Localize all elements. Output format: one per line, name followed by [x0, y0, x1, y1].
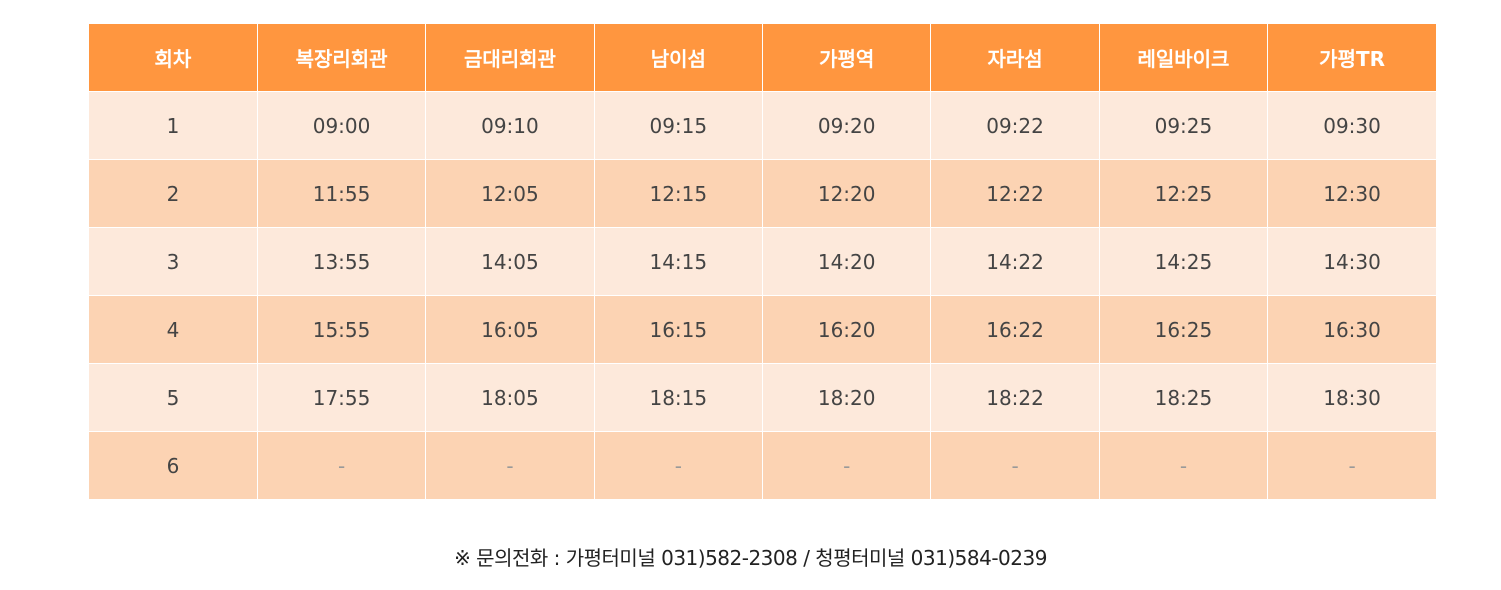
table-row: 6 - - - - - - - [89, 431, 1436, 499]
table-cell: 16:15 [594, 295, 764, 364]
header-stop-geumdaeri: 금대리회관 [425, 24, 595, 92]
table-cell: 17:55 [257, 363, 427, 432]
table-cell: 14:30 [1267, 227, 1436, 296]
table-cell: 12:22 [930, 159, 1100, 228]
table-cell: 09:30 [1267, 91, 1436, 160]
table-cell: 3 [89, 227, 258, 296]
table-cell: 12:30 [1267, 159, 1436, 228]
table-cell: 13:55 [257, 227, 427, 296]
bus-schedule-table: 회차 복장리회관 금대리회관 남이섬 가평역 자라섬 레일바이크 가평TR 1 … [89, 24, 1436, 499]
table-cell: - [594, 431, 764, 499]
table-cell: 4 [89, 295, 258, 364]
table-row: 3 13:55 14:05 14:15 14:20 14:22 14:25 14… [89, 227, 1436, 296]
table-cell: 1 [89, 91, 258, 160]
table-cell: 12:25 [1099, 159, 1269, 228]
table-cell: 16:22 [930, 295, 1100, 364]
header-stop-railbike: 레일바이크 [1099, 24, 1269, 92]
table-cell: 12:05 [425, 159, 595, 228]
contact-note: ※ 문의전화 : 가평터미널 031)582-2308 / 청평터미널 031)… [454, 546, 1047, 570]
table-cell: 09:25 [1099, 91, 1269, 160]
table-cell: - [1267, 431, 1436, 499]
header-stop-jaraseom: 자라섬 [930, 24, 1100, 92]
header-stop-gapyeong-station: 가평역 [762, 24, 932, 92]
table-cell: - [762, 431, 932, 499]
table-cell: 14:05 [425, 227, 595, 296]
table-row: 4 15:55 16:05 16:15 16:20 16:22 16:25 16… [89, 295, 1436, 364]
table-cell: 5 [89, 363, 258, 432]
table-cell: 09:22 [930, 91, 1100, 160]
table-cell: 14:15 [594, 227, 764, 296]
table-cell: - [257, 431, 427, 499]
table-cell: 16:05 [425, 295, 595, 364]
table-cell: 6 [89, 431, 258, 499]
table-cell: 14:25 [1099, 227, 1269, 296]
table-cell: - [425, 431, 595, 499]
header-trip-number: 회차 [89, 24, 258, 92]
table-cell: 09:15 [594, 91, 764, 160]
table-cell: 12:15 [594, 159, 764, 228]
table-cell: 09:10 [425, 91, 595, 160]
table-cell: 14:22 [930, 227, 1100, 296]
header-stop-gapyeong-terminal: 가평TR [1267, 24, 1436, 92]
table-cell: 11:55 [257, 159, 427, 228]
table-cell: 18:22 [930, 363, 1100, 432]
table-cell: 16:30 [1267, 295, 1436, 364]
table-cell: 09:00 [257, 91, 427, 160]
header-stop-bokjangri: 복장리회관 [257, 24, 427, 92]
table-cell: 15:55 [257, 295, 427, 364]
table-cell: 16:20 [762, 295, 932, 364]
table-cell: 2 [89, 159, 258, 228]
table-cell: 14:20 [762, 227, 932, 296]
table-cell: - [1099, 431, 1269, 499]
table-cell: - [930, 431, 1100, 499]
table-cell: 18:20 [762, 363, 932, 432]
header-stop-namiseom: 남이섬 [594, 24, 764, 92]
table-header-row: 회차 복장리회관 금대리회관 남이섬 가평역 자라섬 레일바이크 가평TR [89, 24, 1436, 92]
table-cell: 12:20 [762, 159, 932, 228]
table-cell: 16:25 [1099, 295, 1269, 364]
table-cell: 18:05 [425, 363, 595, 432]
table-row: 2 11:55 12:05 12:15 12:20 12:22 12:25 12… [89, 159, 1436, 228]
table-cell: 18:30 [1267, 363, 1436, 432]
table-row: 1 09:00 09:10 09:15 09:20 09:22 09:25 09… [89, 91, 1436, 160]
table-row: 5 17:55 18:05 18:15 18:20 18:22 18:25 18… [89, 363, 1436, 432]
table-cell: 18:25 [1099, 363, 1269, 432]
table-cell: 18:15 [594, 363, 764, 432]
table-cell: 09:20 [762, 91, 932, 160]
